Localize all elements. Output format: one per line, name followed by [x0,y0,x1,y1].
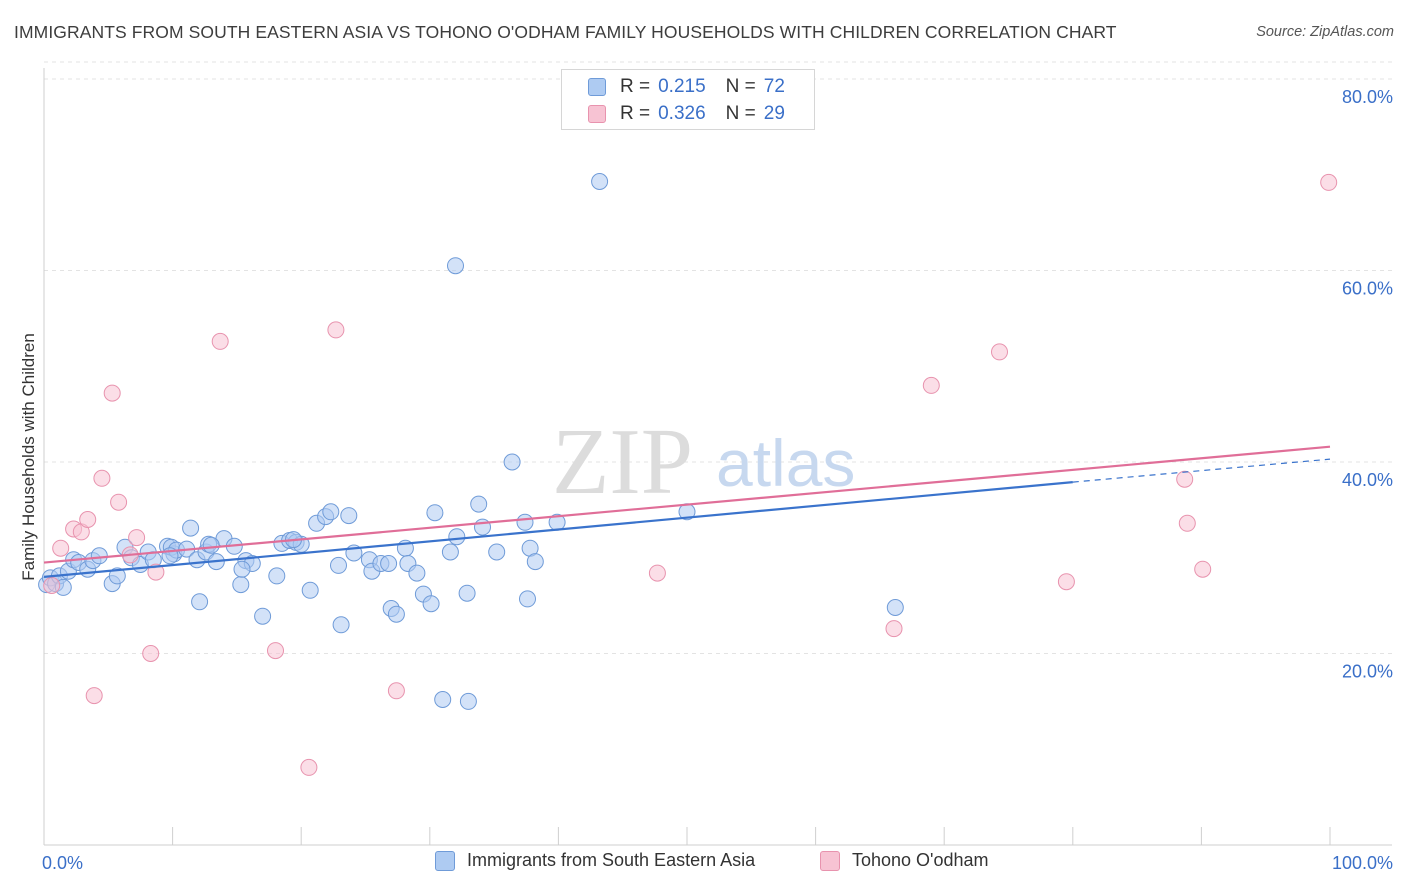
n-value: 72 [763,76,785,97]
series-legend: Immigrants from South Eastern Asia Tohon… [0,850,1406,880]
data-point [147,563,165,581]
data-point [526,553,544,571]
data-point [268,567,286,585]
data-point [142,645,160,662]
trend-line-immigrants-extension [1072,458,1331,483]
data-point [332,616,350,634]
n-label: N = [725,103,756,124]
data-point [93,469,111,487]
data-point [1057,573,1075,591]
legend-swatch-pink [820,850,840,871]
data-point [519,590,536,608]
data-point [330,556,347,574]
data-point [128,529,146,547]
r-label: R = [620,76,651,97]
data-point [885,620,903,638]
data-point [458,584,476,602]
r-value: 0.215 [658,76,706,97]
r-value: 0.326 [658,103,706,124]
legend-item-tohono[interactable]: Tohono O'odham [820,850,989,871]
watermark-zip: ZIP [552,410,693,514]
data-point [103,384,121,402]
y-tick-label: 20.0% [1342,662,1393,682]
stats-legend: R = 0.215 N = 72 R = 0.326 N = 29 [561,69,815,130]
y-tick-label: 80.0% [1342,87,1393,107]
data-point [503,453,521,471]
data-point [340,507,358,525]
data-point [211,332,229,350]
n-value: 29 [763,103,785,124]
data-point [182,519,200,537]
watermark-atlas: atlas [716,426,855,500]
data-point [90,547,108,565]
data-point [110,493,128,511]
data-point [254,607,272,625]
y-axis-label-text: Family Households with Children [19,333,38,581]
data-point [202,536,220,554]
data-point [441,543,459,561]
data-point [43,577,61,594]
data-point [79,511,97,528]
data-point [232,576,250,594]
data-point [408,564,426,582]
legend-swatch-blue [435,850,455,871]
data-point [886,599,904,616]
data-point [448,528,466,546]
x-tick-label-max: 100.0% [1332,853,1393,873]
data-point [85,687,103,705]
data-point [422,595,440,613]
data-point [922,376,940,394]
data-point [470,495,488,513]
series-tohono-points [43,173,1338,776]
legend-item-immigrants[interactable]: Immigrants from South Eastern Asia [435,850,755,871]
stats-row-immigrants: R = 0.215 N = 72 [588,74,785,100]
data-point [1178,514,1196,532]
data-point [447,257,464,275]
tick-labels: 20.0% 40.0% 60.0% 80.0% 0.0% 100.0% [42,87,1393,873]
y-tick-label: 40.0% [1342,470,1393,490]
watermark: ZIP atlas [552,410,855,514]
data-point [991,343,1008,361]
data-point [1320,173,1338,191]
data-point [108,567,126,585]
trend-line-tohono [43,445,1331,564]
stats-row-tohono: R = 0.326 N = 29 [588,101,785,127]
n-label: N = [725,76,756,97]
data-point [1194,560,1212,578]
data-point [488,543,506,561]
data-point [387,682,405,700]
r-label: R = [620,103,651,124]
trend-line-immigrants [43,481,1073,578]
data-point [327,321,345,339]
data-point [300,758,318,776]
source-label: Source: ZipAtlas.com [1256,24,1394,40]
data-point [591,173,609,190]
legend-label-tohono: Tohono O'odham [852,850,989,870]
trend-lines [43,445,1331,578]
y-axis-label: Family Households with Children [19,333,38,581]
y-tick-label: 60.0% [1342,279,1393,299]
data-point [322,503,340,521]
chart-title: IMMIGRANTS FROM SOUTH EASTERN ASIA VS TO… [14,22,1117,42]
data-point [267,642,284,660]
legend-label-immigrants: Immigrants from South Eastern Asia [467,850,756,870]
data-point [233,560,251,578]
data-point [380,555,398,572]
series-immigrants-points [38,173,904,710]
swatch-blue [588,78,606,96]
data-point [434,691,452,708]
data-point [426,504,444,522]
data-point [52,539,70,557]
x-tick-label-min: 0.0% [42,853,83,873]
data-point [387,605,405,623]
data-point [1176,470,1194,488]
axes [43,68,1392,846]
swatch-pink [588,105,606,123]
data-point [459,692,477,710]
data-point [191,593,209,611]
data-point [648,564,666,582]
data-point [516,513,534,531]
data-point [301,581,319,599]
